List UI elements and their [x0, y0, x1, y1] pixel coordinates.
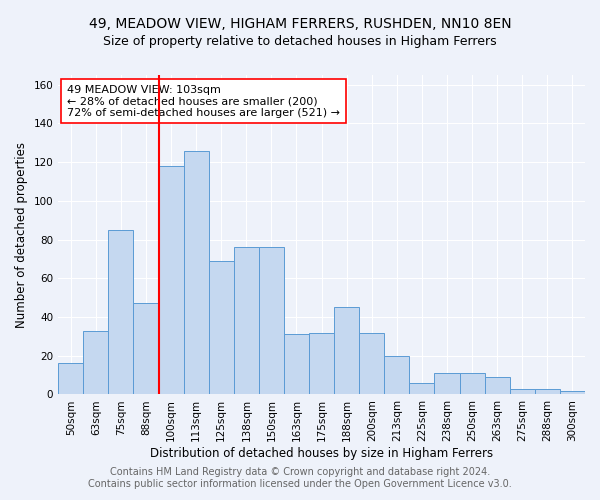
Bar — [309, 332, 334, 394]
Bar — [485, 377, 510, 394]
Bar — [560, 390, 585, 394]
Bar — [209, 261, 234, 394]
Y-axis label: Number of detached properties: Number of detached properties — [15, 142, 28, 328]
Bar — [234, 248, 259, 394]
Bar — [434, 373, 460, 394]
Bar — [109, 230, 133, 394]
Bar — [334, 308, 359, 394]
Bar — [133, 304, 158, 394]
X-axis label: Distribution of detached houses by size in Higham Ferrers: Distribution of detached houses by size … — [150, 447, 493, 460]
Bar — [58, 364, 83, 394]
Bar — [83, 330, 109, 394]
Bar — [259, 248, 284, 394]
Bar — [385, 356, 409, 395]
Text: Contains HM Land Registry data © Crown copyright and database right 2024.
Contai: Contains HM Land Registry data © Crown c… — [88, 468, 512, 489]
Text: Size of property relative to detached houses in Higham Ferrers: Size of property relative to detached ho… — [103, 35, 497, 48]
Bar — [460, 373, 485, 394]
Bar — [409, 383, 434, 394]
Bar — [535, 388, 560, 394]
Bar — [184, 150, 209, 394]
Bar — [359, 332, 385, 394]
Text: 49, MEADOW VIEW, HIGHAM FERRERS, RUSHDEN, NN10 8EN: 49, MEADOW VIEW, HIGHAM FERRERS, RUSHDEN… — [89, 18, 511, 32]
Bar — [284, 334, 309, 394]
Bar — [510, 388, 535, 394]
Text: 49 MEADOW VIEW: 103sqm
← 28% of detached houses are smaller (200)
72% of semi-de: 49 MEADOW VIEW: 103sqm ← 28% of detached… — [67, 84, 340, 118]
Bar — [158, 166, 184, 394]
